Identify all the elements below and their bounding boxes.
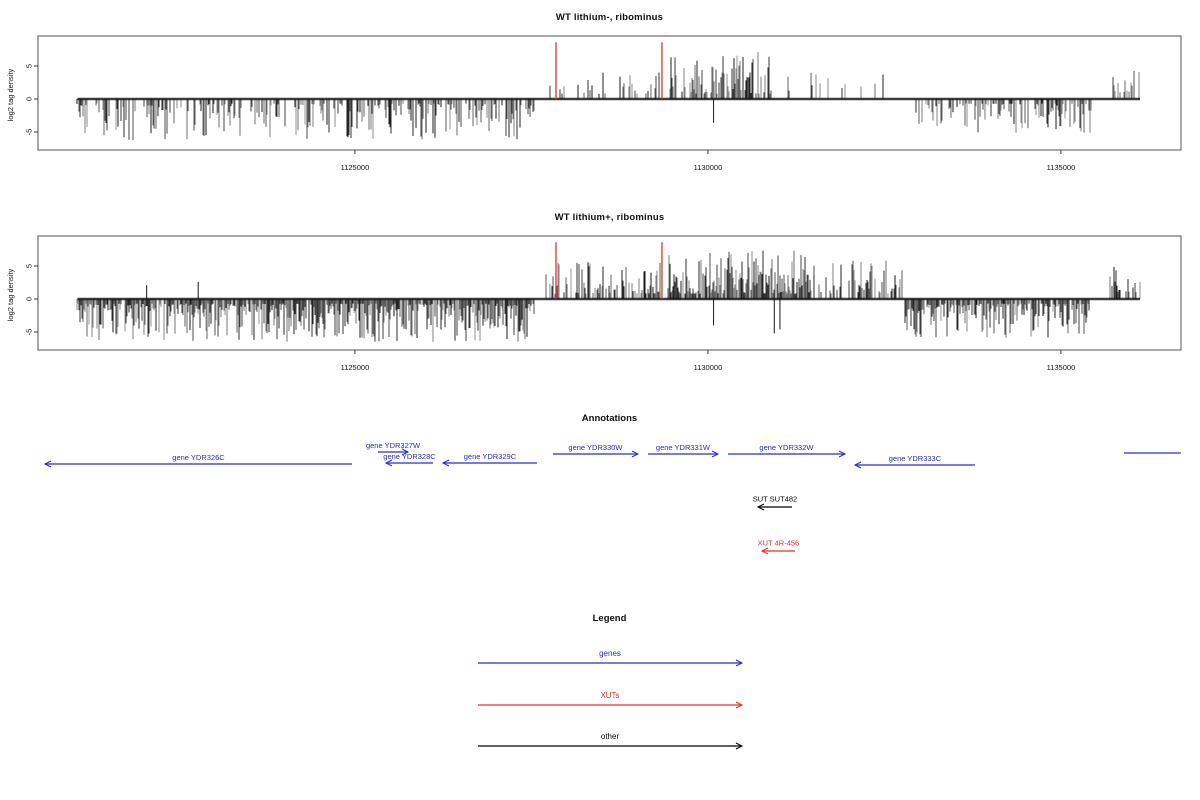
- x-tick-label: 1130000: [694, 363, 723, 372]
- x-tick-label: 1125000: [341, 163, 370, 172]
- feature-arrowhead-left: [760, 547, 769, 555]
- y-tick-label: -5: [25, 329, 34, 336]
- x-tick-label: 1135000: [1047, 163, 1076, 172]
- annotations-track: gene YDR326C gene YDR327W gene YDR328C gene…: [43, 441, 1181, 555]
- x-tick-label: 1125000: [341, 363, 370, 372]
- feature-label: gene YDR329C: [464, 452, 517, 461]
- feature-label: gene YDR332W: [759, 443, 814, 452]
- feature-arrowhead-left: [441, 459, 450, 467]
- legend-entry-label: other: [601, 732, 620, 741]
- feature-arrowhead-right: [838, 450, 847, 458]
- x-axis: 1125000 1130000 1135000: [341, 150, 1076, 172]
- y-axis-title: log2 tag density: [6, 68, 15, 121]
- feature-label: gene YDR330W: [568, 443, 623, 452]
- x-tick-label: 1130000: [694, 163, 723, 172]
- y-axis: -5 0 5 log2 tag density: [6, 264, 38, 335]
- feature-label: gene YDR331W: [656, 443, 711, 452]
- x-axis: 1125000 1130000 1135000: [341, 350, 1076, 372]
- y-axis: -5 0 5 log2 tag density: [6, 64, 38, 135]
- feature-arrowhead-left: [853, 461, 862, 469]
- x-tick-label: 1135000: [1047, 363, 1076, 372]
- xut-feature: XUT 4R-456: [758, 539, 800, 555]
- y-tick-label: 0: [25, 297, 34, 301]
- gene-feature: gene YDR329C: [441, 452, 537, 467]
- feature-arrowhead-left: [43, 460, 52, 468]
- y-tick-label: 5: [25, 64, 34, 68]
- legend-entry-label: XUTs: [600, 691, 619, 700]
- y-tick-label: -5: [25, 129, 34, 136]
- legend-entry: other: [478, 732, 744, 750]
- density-bars: [76, 52, 1140, 141]
- y-tick-label: 5: [25, 264, 34, 268]
- feature-label: XUT 4R-456: [758, 539, 800, 548]
- legend-heading: Legend: [592, 613, 627, 624]
- feature-arrowhead-right: [401, 448, 410, 456]
- panel2-density-plot: -5 0 5 log2 tag density 1125000 1130000 113500…: [6, 235, 1182, 372]
- panel2-title: WT lithium+, ribominus: [554, 212, 665, 223]
- legend-entry-label: genes: [599, 649, 621, 658]
- marker-lines: [555, 42, 663, 99]
- feature-arrowhead-left: [756, 503, 765, 511]
- gene-feature: gene YDR330W: [552, 443, 640, 458]
- gene-feature: gene YDR328C: [383, 452, 436, 467]
- gene-feature: gene YDR326C: [43, 453, 353, 468]
- legend-entry: genes: [478, 649, 744, 667]
- feature-label: gene YDR326C: [172, 453, 225, 462]
- feature-arrowhead-right: [631, 450, 640, 458]
- feature-label: gene YDR333C: [889, 454, 942, 463]
- legend-arrowhead: [735, 701, 744, 709]
- y-axis-title: log2 tag density: [6, 268, 15, 321]
- plot-box: [37, 35, 1182, 151]
- legend-entry: XUTs: [478, 691, 744, 709]
- feature-label: gene YDR327W: [366, 441, 421, 450]
- other-feature: SUT SUT482: [753, 495, 797, 511]
- panel1-title: WT lithium-, ribominus: [555, 12, 664, 23]
- legend-arrowhead: [735, 742, 744, 750]
- gene-feature: gene YDR333C: [853, 454, 975, 469]
- legend-arrowhead: [735, 659, 744, 667]
- feature-label: SUT SUT482: [753, 495, 797, 504]
- panel1-density-plot: -5 0 5 log2 tag density 1125000 1130000 113500…: [6, 35, 1182, 172]
- gene-feature: gene YDR331W: [647, 443, 720, 458]
- density-bars: [76, 250, 1141, 342]
- feature-arrowhead-right: [711, 450, 720, 458]
- feature-arrowhead-left: [384, 459, 393, 467]
- gene-feature: gene YDR332W: [727, 443, 847, 458]
- y-tick-label: 0: [25, 97, 34, 101]
- legend-track: genes XUTs other: [478, 649, 744, 750]
- plot-box: [37, 235, 1182, 351]
- gene-feature: gene YDR327W: [366, 441, 421, 456]
- annotations-heading: Annotations: [581, 413, 638, 424]
- feature-label: gene YDR328C: [383, 452, 436, 461]
- marker-lines: [555, 242, 663, 299]
